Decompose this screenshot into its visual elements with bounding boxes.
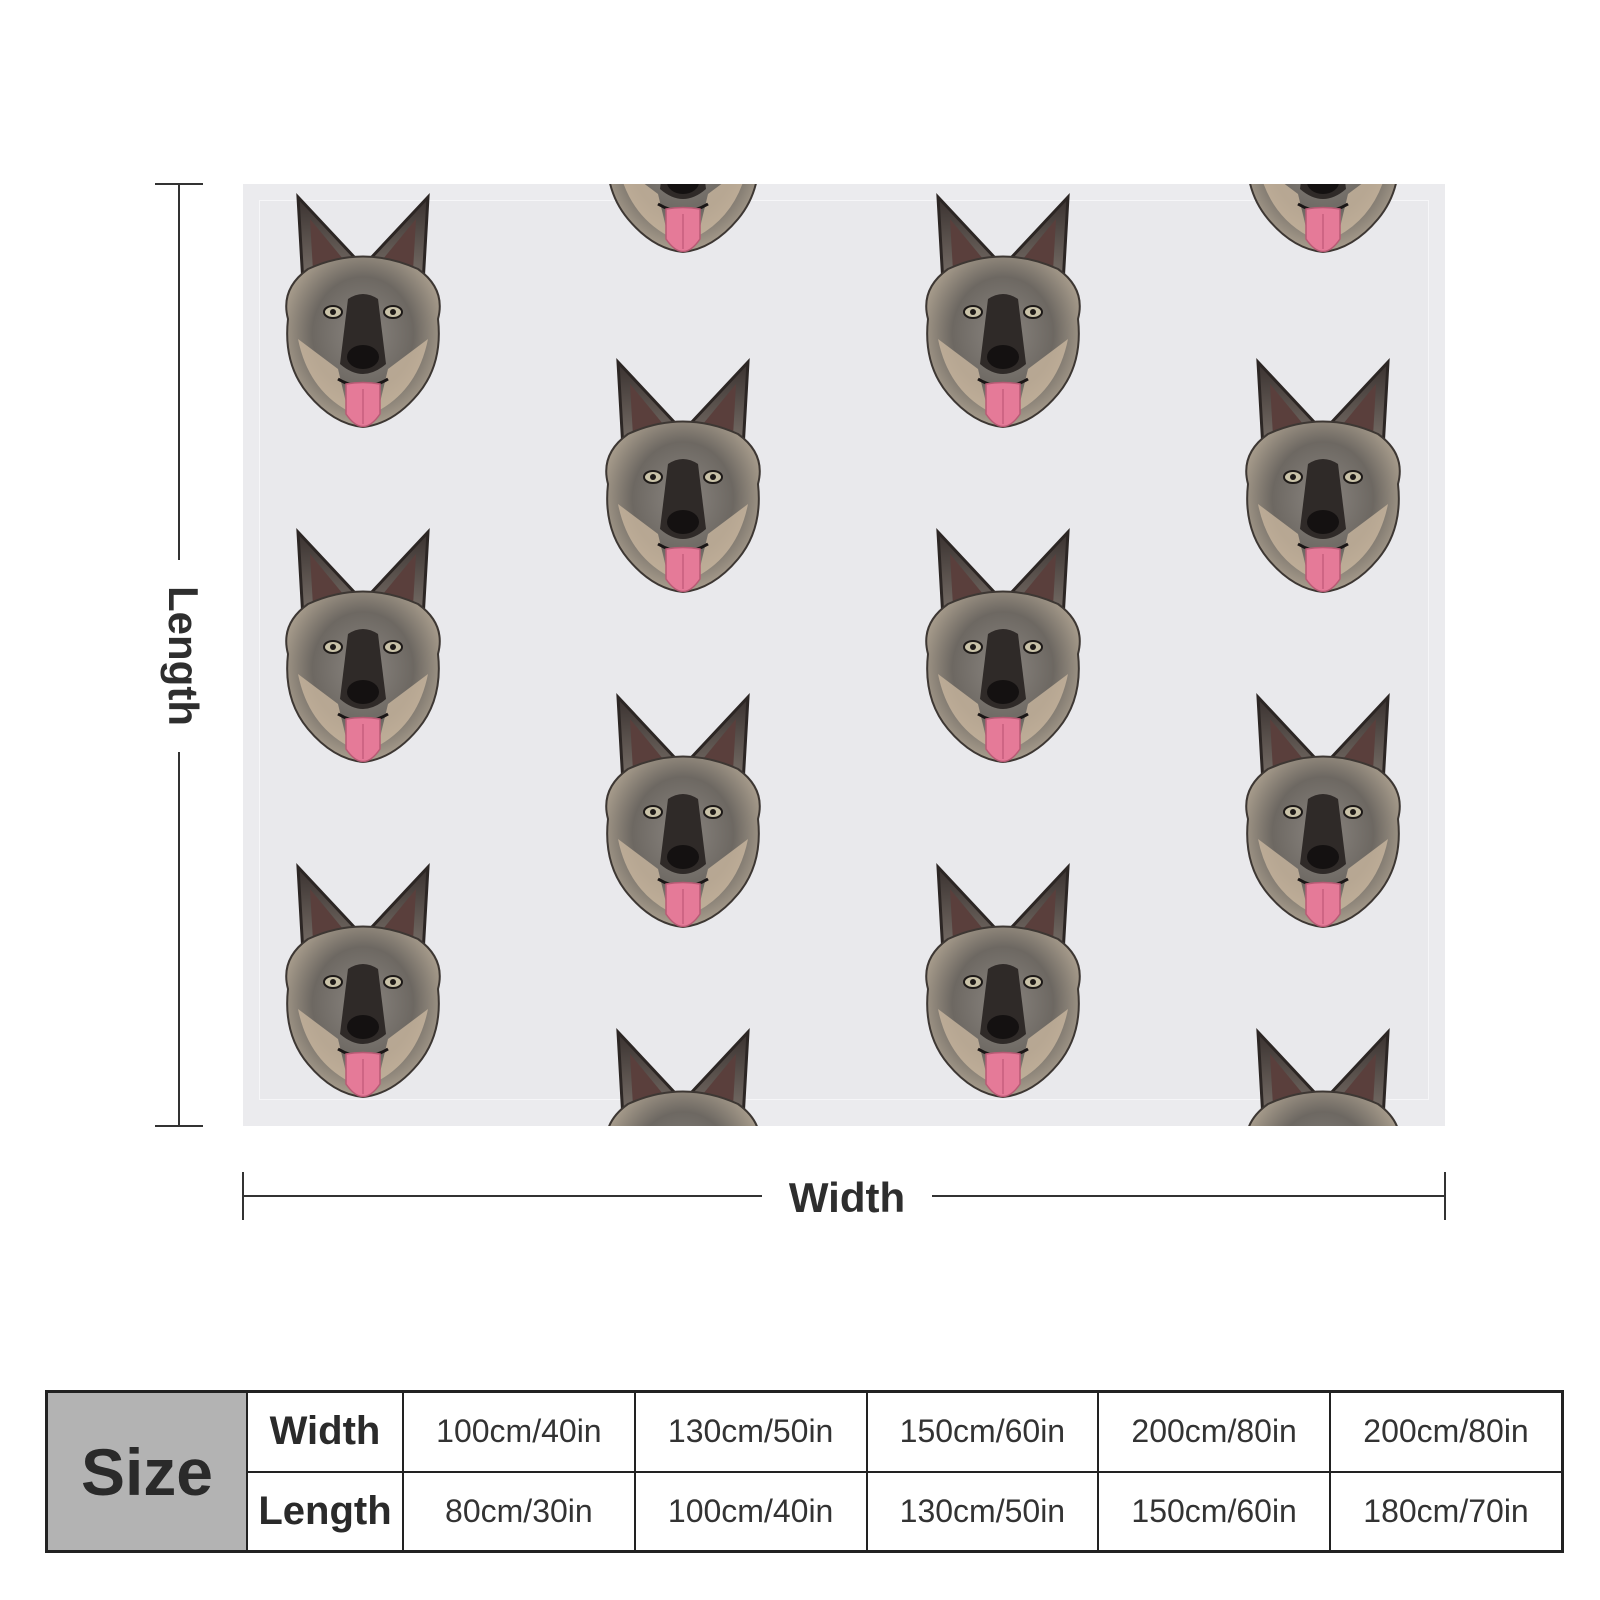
length-dimension-line-lower — [178, 752, 180, 1126]
width-value: 100cm/40in — [402, 1390, 636, 1473]
german-shepherd-head-icon — [284, 865, 442, 1099]
german-shepherd-head-icon — [924, 195, 1082, 429]
length-value: 100cm/40in — [633, 1470, 868, 1553]
width-dimension-right-cap — [1444, 1172, 1446, 1220]
german-shepherd-head-icon — [924, 865, 1082, 1099]
length-dimension-bottom-cap — [155, 1125, 203, 1127]
german-shepherd-head-icon — [1244, 360, 1402, 594]
width-dimension-line-left — [243, 1195, 763, 1197]
size-table-row-width: Size Width 100cm/40in 130cm/50in 150cm/6… — [45, 1390, 1564, 1553]
width-value: 150cm/60in — [865, 1390, 1100, 1473]
size-table: Size Width 100cm/40in 130cm/50in 150cm/6… — [45, 1390, 1564, 1553]
length-dimension-line-upper — [178, 184, 180, 560]
german-shepherd-head-icon — [1244, 695, 1402, 929]
german-shepherd-head-icon — [604, 360, 762, 594]
size-table-title: Size — [45, 1390, 248, 1553]
german-shepherd-head-icon — [284, 195, 442, 429]
blanket-inner-edge — [259, 200, 1429, 1100]
width-value: 200cm/80in — [1329, 1390, 1564, 1473]
length-value: 130cm/50in — [865, 1470, 1100, 1553]
length-value: 180cm/70in — [1329, 1470, 1564, 1553]
blanket-preview — [243, 184, 1445, 1126]
german-shepherd-head-icon — [604, 695, 762, 929]
width-label: Width — [762, 1172, 932, 1224]
german-shepherd-head-icon — [924, 530, 1082, 764]
size-table-row-length: Length 80cm/30in 100cm/40in 130cm/50in 1… — [47, 1470, 1564, 1553]
german-shepherd-head-icon — [604, 184, 762, 254]
width-value: 130cm/50in — [633, 1390, 868, 1473]
german-shepherd-head-icon — [284, 530, 442, 764]
german-shepherd-head-icon — [1244, 1030, 1402, 1126]
width-dimension-line-right — [932, 1195, 1445, 1197]
length-row-label: Length — [246, 1470, 404, 1553]
german-shepherd-head-icon — [604, 1030, 762, 1126]
length-label: Length — [160, 586, 207, 726]
width-row-label: Width — [246, 1390, 404, 1473]
length-value: 80cm/30in — [402, 1470, 636, 1553]
length-value: 150cm/60in — [1097, 1470, 1331, 1553]
german-shepherd-head-icon — [1244, 184, 1402, 254]
width-value: 200cm/80in — [1097, 1390, 1331, 1473]
